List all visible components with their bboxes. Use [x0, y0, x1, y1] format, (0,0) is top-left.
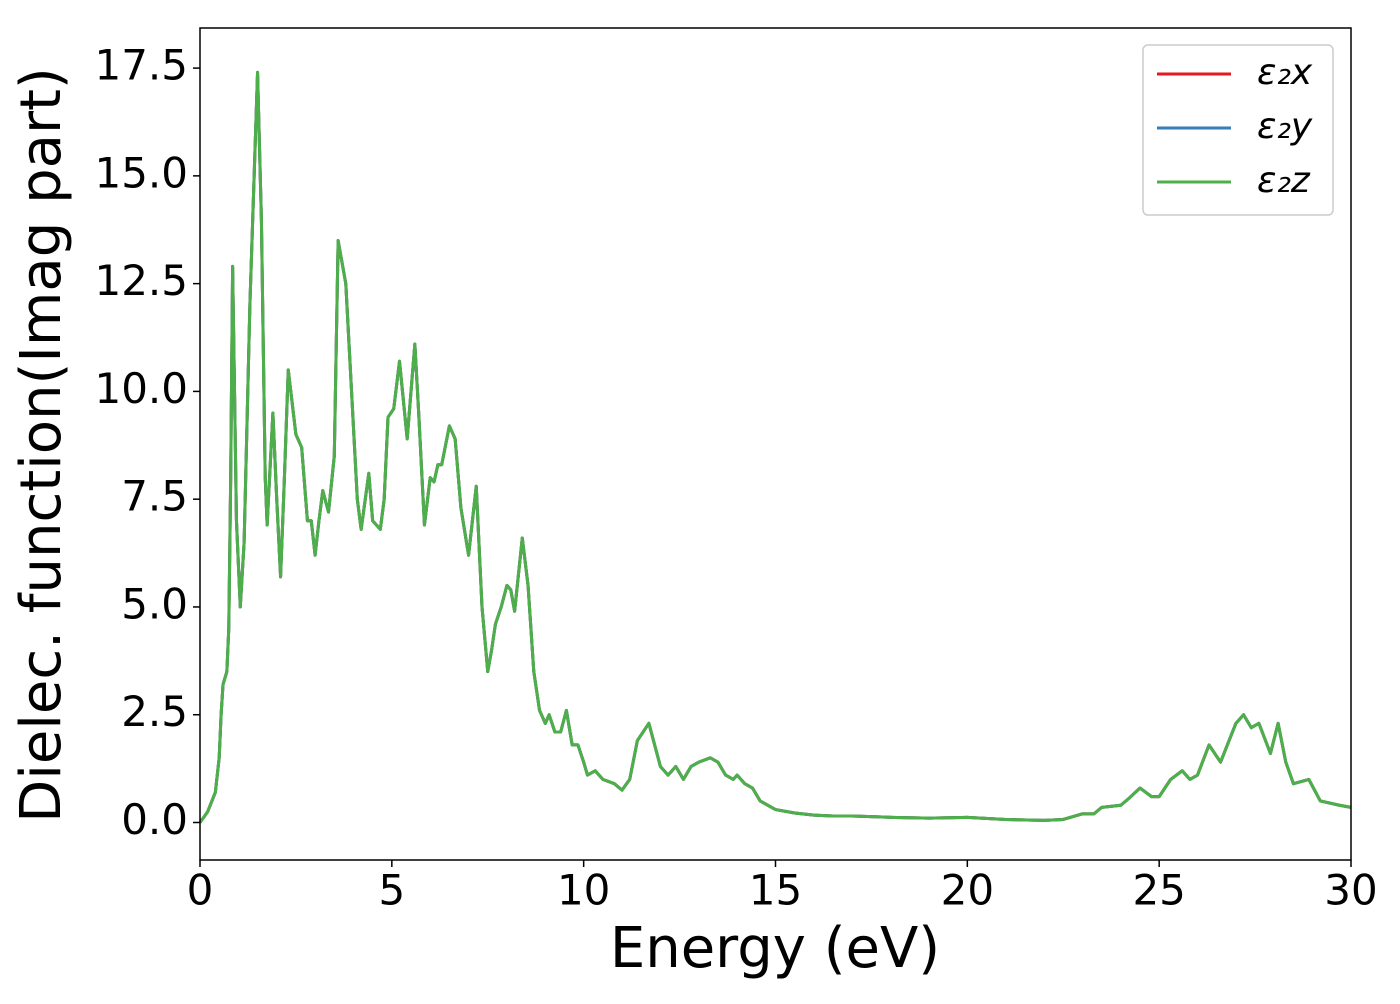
x-tick-label: 15 [749, 866, 802, 915]
x-tick-label: 25 [1132, 866, 1185, 915]
y-tick-label: 17.5 [94, 41, 188, 90]
x-tick-label: 5 [378, 866, 405, 915]
legend-label: ε₂y [1257, 106, 1313, 147]
y-tick-label: 12.5 [94, 256, 188, 305]
y-tick-label: 10.0 [94, 364, 188, 413]
y-tick-label: 2.5 [121, 687, 188, 736]
y-tick-label: 15.0 [94, 148, 188, 197]
legend-label: ε₂z [1257, 160, 1311, 201]
y-axis-label: Dielec. function(Imag part) [9, 67, 74, 823]
plot-frame [199, 27, 1352, 861]
legend-label: ε₂x [1257, 52, 1313, 93]
y-tick-label: 7.5 [121, 472, 188, 521]
x-tick-label: 20 [941, 866, 994, 915]
data-line [198, 70, 1352, 824]
x-tick-label: 30 [1324, 866, 1377, 915]
y-tick-label: 0.0 [121, 795, 188, 844]
x-axis-label: Energy (eV) [610, 916, 940, 981]
legend-box [1142, 44, 1334, 216]
x-tick-label: 0 [187, 866, 214, 915]
y-tick-label: 5.0 [121, 579, 188, 628]
x-tick-label: 10 [557, 866, 610, 915]
